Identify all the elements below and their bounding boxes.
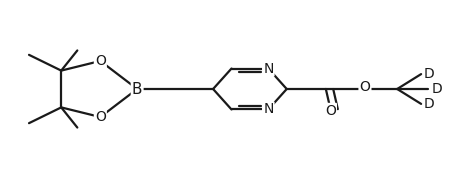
Text: O: O — [95, 54, 106, 68]
Text: B: B — [132, 82, 143, 96]
Text: D: D — [432, 82, 442, 96]
Text: N: N — [263, 103, 274, 116]
Text: O: O — [360, 80, 370, 94]
Text: D: D — [424, 67, 435, 81]
Text: N: N — [263, 62, 274, 75]
Text: O: O — [95, 110, 106, 124]
Text: D: D — [424, 97, 435, 111]
Text: O: O — [325, 104, 336, 118]
